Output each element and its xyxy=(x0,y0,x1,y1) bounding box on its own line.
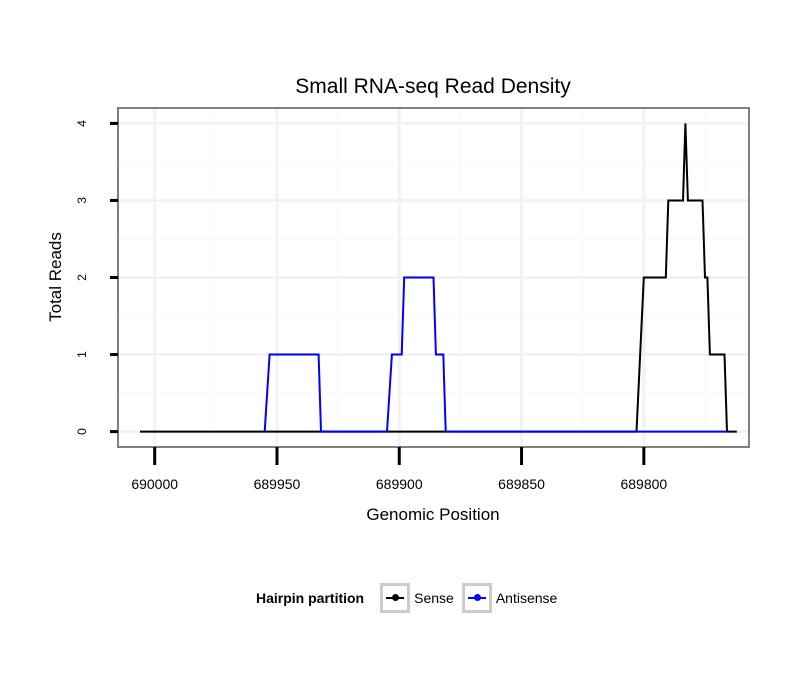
legend-key-antisense xyxy=(461,583,492,613)
legend-label-antisense: Antisense xyxy=(495,590,558,606)
y-axis: 0 1 2 3 4 xyxy=(75,120,118,435)
y-tick-label: 4 xyxy=(75,120,89,127)
series-line-antisense xyxy=(263,276,727,433)
legend-title: Hairpin partition xyxy=(256,590,365,606)
y-axis-label: Total Reads xyxy=(46,232,65,322)
x-axis-label: Genomic Position xyxy=(366,505,499,524)
legend-label-sense: Sense xyxy=(414,590,454,606)
y-tick-label: 1 xyxy=(75,351,89,358)
legend-key-sense xyxy=(380,583,411,613)
series-layer xyxy=(140,123,737,433)
x-tick-label: 690000 xyxy=(131,476,178,492)
y-tick-label: 2 xyxy=(75,274,89,281)
series-line-sense xyxy=(140,123,737,433)
chart-title: Small RNA-seq Read Density xyxy=(295,75,571,98)
y-tick-label: 3 xyxy=(75,197,89,204)
y-tick-label: 0 xyxy=(75,428,89,435)
x-tick-label: 689850 xyxy=(498,476,545,492)
legend: Hairpin partition Sense Antisense xyxy=(256,578,565,618)
grid-lines xyxy=(118,108,749,447)
x-tick-label: 689950 xyxy=(254,476,301,492)
x-tick-label: 689900 xyxy=(376,476,423,492)
x-axis: 690000 689950 689900 689850 689800 xyxy=(131,447,667,492)
x-tick-label: 689800 xyxy=(620,476,667,492)
